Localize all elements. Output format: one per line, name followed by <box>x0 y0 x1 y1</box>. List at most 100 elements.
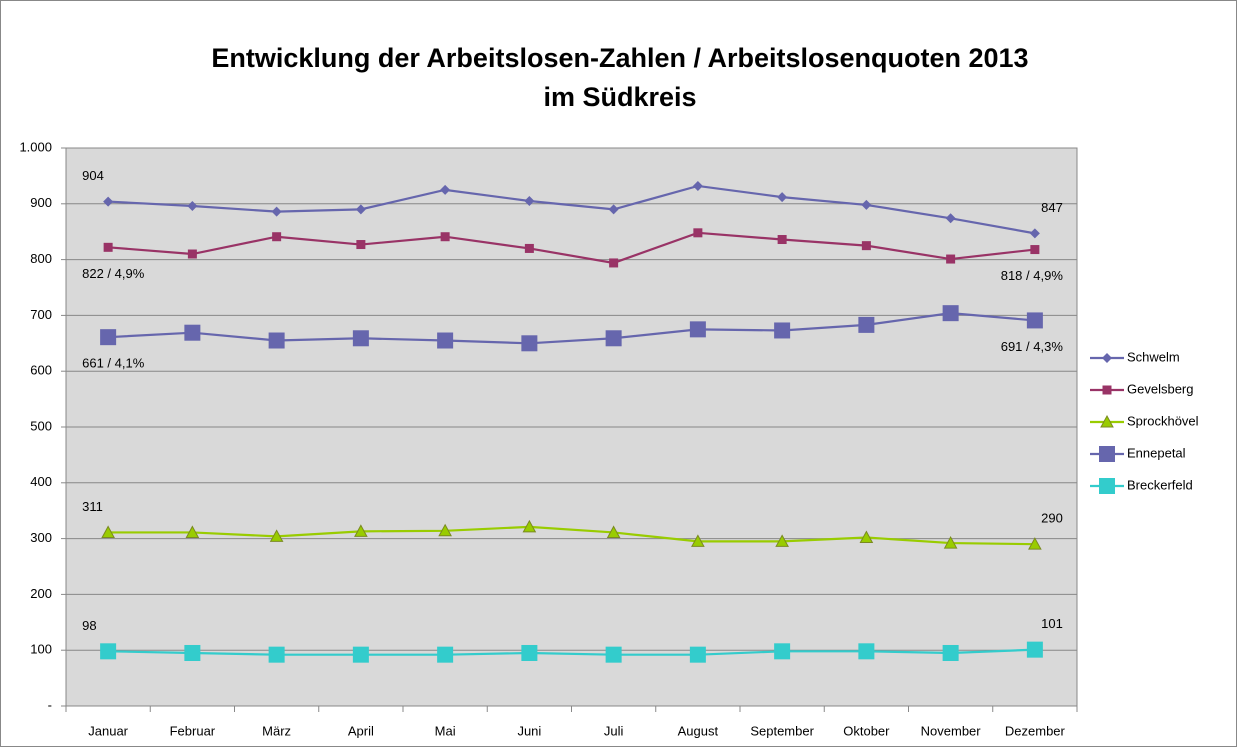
legend-label: Breckerfeld <box>1127 477 1193 492</box>
data-point <box>777 235 787 245</box>
y-tick-label: 300 <box>30 530 52 545</box>
x-tick-label: März <box>262 723 291 738</box>
data-point <box>356 240 366 250</box>
data-point <box>692 180 703 191</box>
data-point <box>858 643 875 660</box>
data-label: 311 <box>82 499 103 514</box>
x-tick-label: Januar <box>88 723 128 738</box>
data-point <box>272 232 282 242</box>
data-label: 101 <box>1041 616 1063 631</box>
data-point <box>101 525 115 538</box>
data-point <box>1026 641 1043 658</box>
x-tick-label: Mai <box>435 723 456 738</box>
data-point <box>1026 312 1043 329</box>
data-point <box>437 332 454 349</box>
data-point <box>693 228 703 238</box>
data-point <box>187 249 197 259</box>
data-label: 661 / 4,1% <box>82 356 145 371</box>
y-tick-label: 100 <box>30 642 52 657</box>
data-point <box>774 643 791 660</box>
data-point <box>352 330 369 347</box>
data-point <box>352 646 369 663</box>
data-point <box>775 534 789 547</box>
data-point <box>187 201 198 212</box>
data-point <box>354 524 368 537</box>
x-tick-label: Februar <box>170 723 216 738</box>
x-tick-label: August <box>678 723 719 738</box>
y-tick-label: 900 <box>30 195 52 210</box>
data-point <box>609 258 619 268</box>
legend-marker <box>1102 353 1112 363</box>
x-tick-label: Juli <box>604 723 624 738</box>
data-label: 691 / 4,3% <box>1001 339 1064 354</box>
data-point <box>268 646 285 663</box>
data-point <box>269 529 284 542</box>
data-point <box>943 536 958 549</box>
data-point <box>1030 245 1040 255</box>
y-tick-label: 700 <box>30 307 52 322</box>
data-point <box>440 184 451 195</box>
data-point <box>859 530 874 543</box>
series-line <box>108 184 1036 235</box>
x-tick-label: April <box>348 723 374 738</box>
data-label: 822 / 4,9% <box>82 266 145 281</box>
data-point <box>521 335 538 352</box>
series-line <box>108 525 1035 546</box>
data-point <box>689 646 706 663</box>
data-label: 290 <box>1041 511 1063 526</box>
y-tick-label: - <box>48 697 52 712</box>
data-point <box>861 199 872 210</box>
series-line <box>108 231 1036 265</box>
series-line <box>108 312 1035 345</box>
y-tick-label: 500 <box>30 418 52 433</box>
x-tick-label: Dezember <box>1005 723 1066 738</box>
legend-marker <box>1099 478 1115 494</box>
data-point <box>521 644 538 661</box>
data-point <box>440 232 450 242</box>
data-point <box>608 204 619 215</box>
data-label: 98 <box>82 618 96 633</box>
data-point <box>100 643 117 660</box>
y-tick-label: 400 <box>30 474 52 489</box>
data-point <box>946 254 956 264</box>
legend-label: Ennepetal <box>1127 445 1186 460</box>
x-tick-label: Juni <box>517 723 541 738</box>
data-point <box>606 525 621 538</box>
data-point <box>942 305 959 322</box>
chart-title: im Südkreis <box>543 82 696 112</box>
data-point <box>271 206 282 217</box>
data-point <box>185 525 200 538</box>
x-tick-label: Oktober <box>843 723 890 738</box>
data-point <box>945 213 956 224</box>
data-point <box>103 242 113 252</box>
data-point <box>268 332 285 349</box>
y-tick-label: 200 <box>30 586 52 601</box>
data-point <box>100 329 117 346</box>
legend-marker <box>1099 446 1115 462</box>
legend-marker <box>1102 385 1112 395</box>
data-label: 818 / 4,9% <box>1001 268 1064 283</box>
y-tick-label: 1.000 <box>19 139 52 154</box>
data-point <box>184 324 201 341</box>
y-tick-label: 600 <box>30 363 52 378</box>
data-point <box>184 644 201 661</box>
data-point <box>774 322 791 339</box>
legend-label: Schwelm <box>1127 349 1180 364</box>
y-tick-label: 800 <box>30 251 52 266</box>
series-line <box>108 648 1035 656</box>
data-point <box>691 534 705 547</box>
data-point <box>1029 228 1040 239</box>
data-point <box>103 196 114 207</box>
data-point <box>524 243 534 253</box>
x-tick-label: November <box>921 723 982 738</box>
data-point <box>524 196 535 207</box>
data-point <box>689 321 706 338</box>
data-point <box>605 646 622 663</box>
legend-label: Sprockhövel <box>1127 413 1199 428</box>
data-point <box>605 330 622 347</box>
data-label: 904 <box>82 168 104 183</box>
legend-marker <box>1100 414 1114 428</box>
data-point <box>355 204 366 215</box>
data-point <box>438 523 452 537</box>
